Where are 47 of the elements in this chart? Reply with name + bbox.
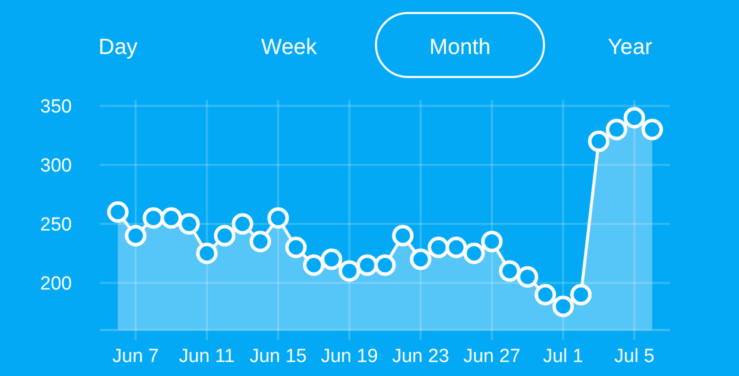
- y-tick-label: 300: [40, 156, 72, 177]
- text: Month: [429, 34, 491, 59]
- point: [124, 224, 146, 246]
- x-tick-label: Jun 19: [320, 346, 378, 367]
- text: Week: [261, 34, 318, 59]
- text: Day: [98, 34, 138, 59]
- point: [303, 254, 324, 276]
- point: [516, 266, 538, 288]
- point: [446, 236, 467, 258]
- point: [624, 106, 646, 128]
- text: Year: [608, 34, 652, 59]
- x-tick-label: Jun 27: [463, 346, 520, 367]
- point: [641, 118, 663, 140]
- point: [570, 284, 592, 306]
- point: [250, 230, 272, 252]
- point: [481, 230, 503, 252]
- point: [374, 254, 396, 276]
- point: [392, 224, 414, 246]
- point: [196, 242, 218, 264]
- point: [160, 207, 182, 229]
- point: [588, 130, 610, 152]
- point: [534, 284, 556, 306]
- point: [285, 236, 307, 258]
- x-tick-label: Jul 1: [543, 346, 584, 367]
- point: [606, 118, 628, 140]
- point: [410, 248, 432, 270]
- y-tick-label: 350: [40, 96, 72, 118]
- x-tick-label: Jun 7: [112, 346, 159, 367]
- point: [428, 236, 450, 258]
- point: [356, 254, 378, 276]
- point: [232, 213, 254, 235]
- y-tick-label: 250: [40, 214, 72, 236]
- point: [552, 296, 574, 318]
- point: [463, 242, 485, 264]
- point: [498, 260, 520, 282]
- x-tick-label: Jul 5: [614, 346, 654, 367]
- point: [214, 224, 236, 246]
- point: [107, 201, 129, 223]
- x-tick-label: Jun 11: [179, 346, 235, 367]
- x-tick-label: Jun 15: [250, 346, 307, 367]
- y-tick-label: 200: [40, 273, 72, 294]
- point: [338, 260, 360, 282]
- point: [142, 207, 164, 229]
- point: [267, 207, 289, 229]
- point: [320, 248, 342, 270]
- point: [178, 213, 200, 235]
- x-tick-label: Jun 23: [392, 346, 450, 367]
